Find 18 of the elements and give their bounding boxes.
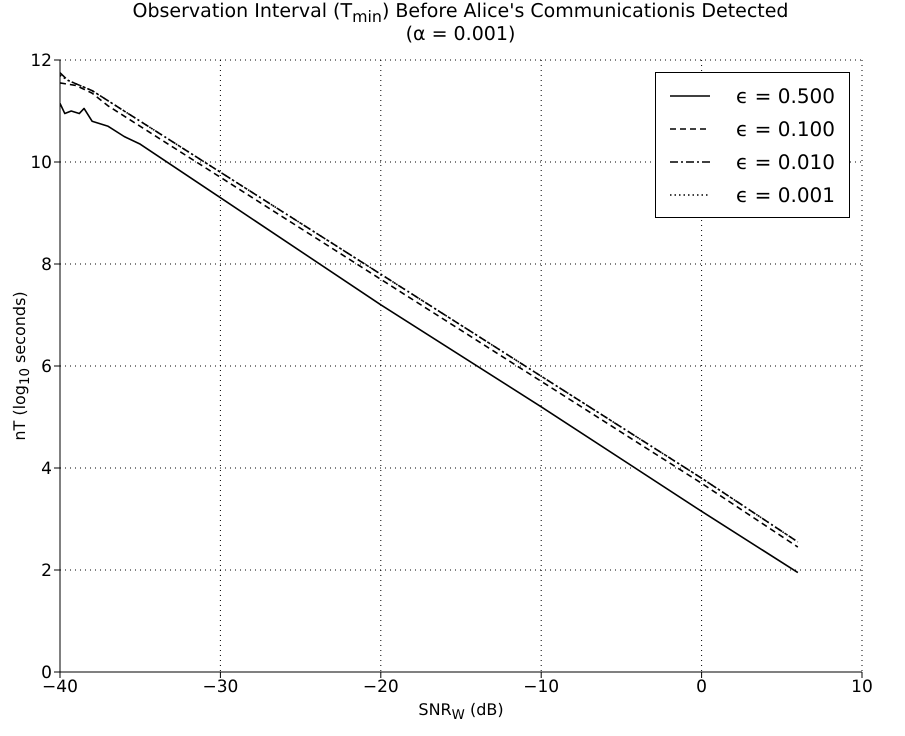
y-tick-label: 6 [41, 357, 52, 378]
x-axis-title: SNR$_{W}$ (dB) [417, 700, 505, 724]
x-tick-label: −20 [362, 677, 399, 698]
y-tick-label: 8 [41, 255, 52, 276]
chart-title: Observation Interval (T$_{min}$) Before Alice's Communicationis Detected [132, 0, 788, 26]
y-tick-label: 2 [41, 561, 52, 582]
legend-label: ϵ = 0.010 [736, 150, 835, 174]
chart-subtitle: (α = 0.001) [406, 23, 516, 45]
y-tick-label: 4 [41, 459, 52, 480]
legend-label: ϵ = 0.100 [736, 116, 835, 140]
y-tick-label: 12 [30, 51, 52, 72]
x-tick-label: −30 [202, 677, 238, 698]
x-tick-label: −10 [523, 677, 560, 698]
legend-label: ϵ = 0.500 [736, 84, 835, 108]
legend-label: ϵ = 0.001 [736, 182, 835, 206]
y-tick-label: 10 [30, 153, 52, 174]
x-tick-label: 10 [851, 677, 873, 698]
x-tick-label: 0 [696, 677, 708, 698]
